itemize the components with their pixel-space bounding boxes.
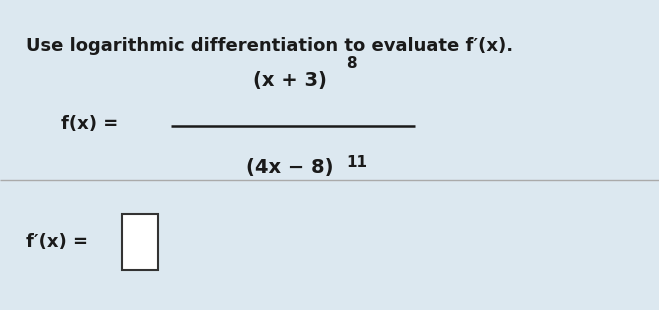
Text: f′(x) =: f′(x) =: [26, 233, 88, 251]
Text: (x + 3): (x + 3): [253, 71, 327, 90]
Text: (4x − 8): (4x − 8): [246, 158, 333, 177]
Text: 8: 8: [346, 56, 357, 71]
Bar: [122, 214, 158, 270]
Text: Use logarithmic differentiation to evaluate f′(x).: Use logarithmic differentiation to evalu…: [26, 37, 513, 55]
Text: 11: 11: [346, 155, 367, 170]
Text: f(x) =: f(x) =: [61, 115, 119, 133]
